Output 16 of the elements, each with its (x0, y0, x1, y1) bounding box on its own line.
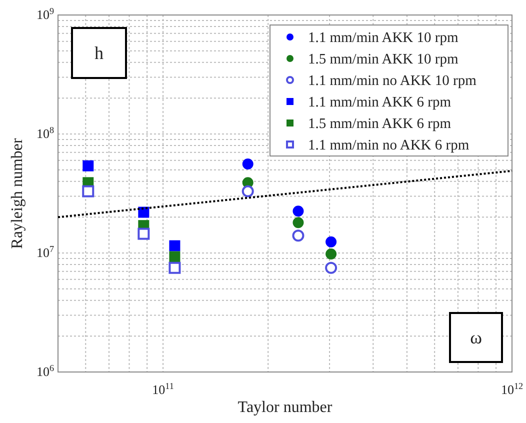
y-tick-label: 10$^{7}$ (36, 244, 54, 260)
x-tick-label: 10$^{12}$ (500, 381, 524, 397)
annotation: h (94, 43, 104, 63)
legend-label: 1.1 mm/min AKK 6 rpm (308, 94, 452, 110)
y-axis-title: Rayleigh number (9, 138, 26, 249)
y-tick-label: 10$^{8}$ (36, 125, 54, 141)
legend-label: 1.5 mm/min AKK 10 rpm (308, 52, 459, 68)
annotation: ω (470, 328, 482, 348)
y-tick-label: 10$^{9}$ (36, 6, 54, 22)
x-axis-title: Taylor number (238, 399, 333, 416)
legend-label: 1.1 mm/min no AKK 6 rpm (308, 138, 470, 154)
x-tick-label: 10$^{11}$ (152, 381, 174, 397)
legend-label: 1.1 mm/min no AKK 10 rpm (308, 73, 478, 89)
legend-label: 1.1 mm/min AKK 10 rpm (308, 30, 459, 46)
legend-label: 1.5 mm/min AKK 6 rpm (308, 116, 452, 132)
y-tick-label: 10$^{6}$ (36, 363, 54, 379)
